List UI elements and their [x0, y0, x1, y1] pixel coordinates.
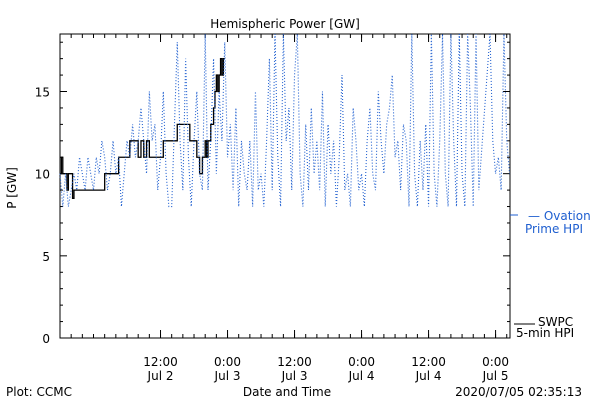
x-tick-label-date: Jul 3: [214, 369, 241, 383]
legend: — Ovation Prime HPI SWPC 5-min HPI: [514, 209, 591, 340]
x-tick-label-date: Jul 4: [348, 369, 375, 383]
series-layer: [59, 33, 511, 208]
x-tick-label-date: Jul 2: [147, 369, 174, 383]
series-swpc-line: [60, 57, 225, 199]
x-tick-label-time: 0:00: [348, 355, 375, 369]
series-ovation-line: [59, 33, 511, 208]
footer-plot-credit: Plot: CCMC: [6, 385, 72, 399]
x-tick-label-date: Jul 4: [415, 369, 442, 383]
chart-title: Hemispheric Power [GW]: [210, 17, 360, 31]
legend-ovation-label-2: Prime HPI: [525, 222, 583, 236]
y-tick-label: 5: [42, 250, 50, 264]
x-tick-label-time: 0:00: [482, 355, 509, 369]
legend-swpc-label-2: 5-min HPI: [516, 326, 574, 340]
footer-timestamp: 2020/07/05 02:35:13: [455, 385, 582, 399]
plot-area: [59, 33, 511, 339]
x-tick-label-date: Jul 5: [482, 369, 509, 383]
x-tick-label-time: 12:00: [277, 355, 312, 369]
y-tick-label: 10: [35, 168, 50, 182]
x-axis-label: Date and Time: [243, 385, 331, 399]
x-tick-label-time: 12:00: [143, 355, 178, 369]
x-tick-label-time: 0:00: [214, 355, 241, 369]
plot-frame: [59, 33, 511, 339]
y-tick-label: 0: [42, 332, 50, 346]
x-tick-label-time: 12:00: [411, 355, 446, 369]
legend-swpc-label-1: SWPC: [538, 315, 573, 329]
y-axis-label: P [GW]: [5, 167, 19, 209]
legend-ovation-label-1: — Ovation: [528, 209, 591, 223]
x-tick-label-date: Jul 3: [281, 369, 308, 383]
y-tick-label: 15: [35, 86, 50, 100]
